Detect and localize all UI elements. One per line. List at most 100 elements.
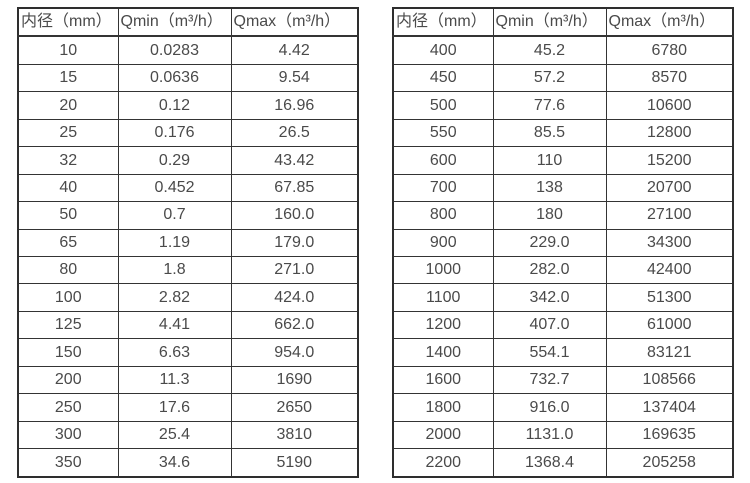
table-cell: 662.0 xyxy=(230,310,359,340)
table-cell: 600 xyxy=(392,146,494,175)
table-cell: 16.96 xyxy=(230,91,359,120)
table-cell: 0.452 xyxy=(117,173,232,203)
table-cell: 6.63 xyxy=(117,338,232,367)
table-cell: 1800 xyxy=(392,393,494,422)
col-header-diameter: 内径（mm） xyxy=(17,7,119,37)
table-cell: 160.0 xyxy=(230,201,359,230)
table-cell: 400 xyxy=(392,35,494,65)
table-cell: 57.2 xyxy=(492,63,607,93)
table-row: 450 57.2 8570 xyxy=(392,63,734,93)
table-cell: 17.6 xyxy=(117,393,232,422)
table-cell: 0.0636 xyxy=(117,63,232,93)
table-cell: 700 xyxy=(392,173,494,203)
table-row: 100 2.82 424.0 xyxy=(17,283,359,312)
table-row: 2000 1131.0 169635 xyxy=(392,420,734,450)
table-cell: 25.4 xyxy=(117,420,232,450)
table-cell: 11.3 xyxy=(117,365,232,395)
table-cell: 424.0 xyxy=(230,283,359,312)
table-cell: 4.42 xyxy=(230,35,359,65)
table-cell: 42400 xyxy=(605,255,734,285)
table-cell: 342.0 xyxy=(492,283,607,312)
table-cell: 916.0 xyxy=(492,393,607,422)
table-row: 300 25.4 3810 xyxy=(17,420,359,450)
table-cell: 554.1 xyxy=(492,338,607,367)
table-row: 500 77.6 10600 xyxy=(392,91,734,120)
table-cell: 43.42 xyxy=(230,146,359,175)
table-cell: 20 xyxy=(17,91,119,120)
table-row: 800 180 27100 xyxy=(392,201,734,230)
table-cell: 1000 xyxy=(392,255,494,285)
table-cell: 0.29 xyxy=(117,146,232,175)
table-row: 150 6.63 954.0 xyxy=(17,338,359,367)
table-cell: 2650 xyxy=(230,393,359,422)
table-cell: 1690 xyxy=(230,365,359,395)
table-cell: 77.6 xyxy=(492,91,607,120)
table-cell: 180 xyxy=(492,201,607,230)
table-cell: 1.8 xyxy=(117,255,232,285)
table-cell: 12800 xyxy=(605,118,734,148)
table-cell: 26.5 xyxy=(230,118,359,148)
table-cell: 350 xyxy=(17,448,119,478)
table-cell: 0.7 xyxy=(117,201,232,230)
header-row: 内径（mm） Qmin（m³/h） Qmax（m³/h） xyxy=(17,7,359,37)
table-cell: 150 xyxy=(17,338,119,367)
table-cell: 34300 xyxy=(605,228,734,257)
table-cell: 50 xyxy=(17,201,119,230)
header-row: 内径（mm） Qmin（m³/h） Qmax（m³/h） xyxy=(392,7,734,37)
table-cell: 6780 xyxy=(605,35,734,65)
table-cell: 27100 xyxy=(605,201,734,230)
table-cell: 83121 xyxy=(605,338,734,367)
table-row: 1100 342.0 51300 xyxy=(392,283,734,312)
table-cell: 800 xyxy=(392,201,494,230)
table-row: 65 1.19 179.0 xyxy=(17,228,359,257)
table-cell: 40 xyxy=(17,173,119,203)
table-cell: 1100 xyxy=(392,283,494,312)
table-row: 25 0.176 26.5 xyxy=(17,118,359,148)
table-row: 900 229.0 34300 xyxy=(392,228,734,257)
col-header-qmax: Qmax（m³/h） xyxy=(230,7,359,37)
table-row: 10 0.0283 4.42 xyxy=(17,35,359,65)
table-cell: 732.7 xyxy=(492,365,607,395)
table-row: 2200 1368.4 205258 xyxy=(392,448,734,478)
table-row: 400 45.2 6780 xyxy=(392,35,734,65)
table-row: 600 110 15200 xyxy=(392,146,734,175)
table-cell: 108566 xyxy=(605,365,734,395)
table-cell: 110 xyxy=(492,146,607,175)
table-cell: 1200 xyxy=(392,310,494,340)
table-cell: 282.0 xyxy=(492,255,607,285)
col-header-qmax: Qmax（m³/h） xyxy=(605,7,734,37)
table-cell: 407.0 xyxy=(492,310,607,340)
table-cell: 25 xyxy=(17,118,119,148)
flow-table-large-diameters: 内径（mm） Qmin（m³/h） Qmax（m³/h） 400 45.2 6780… xyxy=(392,7,734,478)
table-row: 200 11.3 1690 xyxy=(17,365,359,395)
table-cell: 205258 xyxy=(605,448,734,478)
col-header-qmin: Qmin（m³/h） xyxy=(492,7,607,37)
table-cell: 2.82 xyxy=(117,283,232,312)
table-cell: 32 xyxy=(17,146,119,175)
flow-table-small-diameters: 内径（mm） Qmin（m³/h） Qmax（m³/h） 10 0.0283 4.4… xyxy=(17,7,359,478)
col-header-diameter: 内径（mm） xyxy=(392,7,494,37)
table-row: 700 138 20700 xyxy=(392,173,734,203)
table-row: 50 0.7 160.0 xyxy=(17,201,359,230)
table-cell: 179.0 xyxy=(230,228,359,257)
table-cell: 229.0 xyxy=(492,228,607,257)
table-cell: 34.6 xyxy=(117,448,232,478)
table-row: 250 17.6 2650 xyxy=(17,393,359,422)
table-cell: 8570 xyxy=(605,63,734,93)
table-cell: 15200 xyxy=(605,146,734,175)
table-cell: 2000 xyxy=(392,420,494,450)
table-cell: 4.41 xyxy=(117,310,232,340)
table-cell: 5190 xyxy=(230,448,359,478)
table-row: 1400 554.1 83121 xyxy=(392,338,734,367)
table-row: 80 1.8 271.0 xyxy=(17,255,359,285)
table-cell: 200 xyxy=(17,365,119,395)
table-cell: 10600 xyxy=(605,91,734,120)
table-row: 1600 732.7 108566 xyxy=(392,365,734,395)
table-cell: 9.54 xyxy=(230,63,359,93)
table-cell: 169635 xyxy=(605,420,734,450)
table-row: 1000 282.0 42400 xyxy=(392,255,734,285)
table-cell: 137404 xyxy=(605,393,734,422)
col-header-qmin: Qmin（m³/h） xyxy=(117,7,232,37)
table-row: 20 0.12 16.96 xyxy=(17,91,359,120)
